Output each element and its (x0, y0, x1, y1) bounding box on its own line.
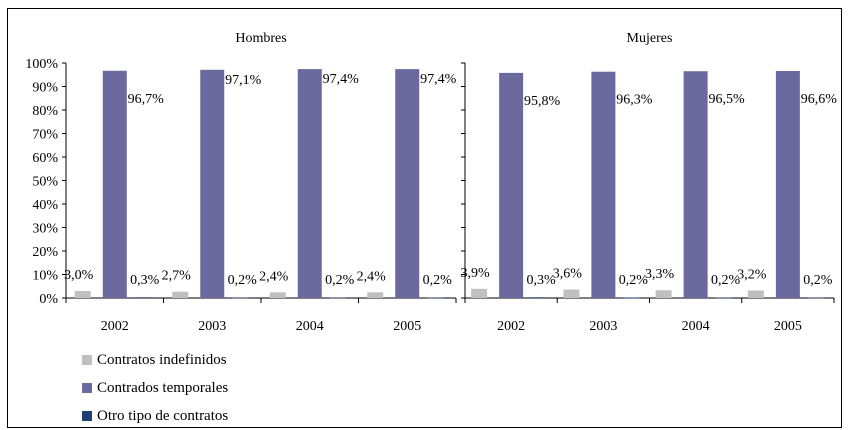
data-label-otro: 0,2% (619, 273, 649, 288)
legend-item-indefinidos: Contratos indefinidos (82, 346, 228, 374)
panel-title-hombres: Hombres (235, 31, 286, 46)
data-label-temporales: 96,3% (616, 93, 653, 108)
bar-indefinidos-mujeres-2005 (747, 290, 764, 298)
data-label-temporales: 97,1% (225, 73, 262, 88)
legend-swatch-temporales (82, 383, 92, 393)
legend-label-otro: Otro tipo de contratos (97, 407, 229, 424)
legend-label-temporales: Contrados temporales (97, 379, 229, 396)
data-label-otro: 0,2% (228, 273, 258, 288)
x-tick-label: 2005 (393, 319, 421, 334)
bar-temporales-mujeres-2005 (775, 70, 800, 299)
y-tick-label: 60% (32, 151, 58, 166)
data-label-temporales: 96,6% (801, 92, 838, 107)
data-label-indefinidos: 3,9% (461, 266, 491, 281)
bar-indefinidos-mujeres-2004 (655, 290, 672, 298)
data-label-otro: 0,2% (711, 273, 741, 288)
x-tick-label: 2005 (774, 319, 802, 334)
data-label-indefinidos: 3,0% (64, 268, 94, 283)
bar-indefinidos-hombres-2003 (172, 291, 189, 298)
bar-temporales-mujeres-2002 (499, 72, 524, 299)
data-label-indefinidos: 3,3% (645, 267, 675, 282)
data-label-otro: 0,3% (527, 273, 557, 288)
data-label-otro: 0,2% (325, 273, 355, 288)
x-tick-label: 2004 (296, 319, 324, 334)
x-tick-label: 2002 (497, 319, 525, 334)
y-tick-label: 70% (32, 128, 58, 143)
y-tick-label: 50% (32, 175, 58, 190)
x-tick-label: 2004 (682, 319, 710, 334)
y-tick-label: 30% (32, 222, 58, 237)
legend-swatch-otro (82, 411, 92, 421)
bar-temporales-hombres-2004 (297, 69, 322, 298)
bar-otro-mujeres-2003 (623, 297, 640, 299)
bar-indefinidos-hombres-2004 (269, 292, 286, 298)
bar-indefinidos-hombres-2002 (74, 290, 91, 298)
data-label-indefinidos: 2,4% (357, 269, 387, 284)
y-tick-label: 40% (32, 198, 58, 213)
bar-temporales-hombres-2003 (200, 69, 225, 298)
bar-otro-hombres-2003 (232, 297, 249, 299)
bar-otro-mujeres-2004 (715, 297, 732, 299)
bar-indefinidos-mujeres-2002 (471, 288, 488, 298)
legend-label-indefinidos: Contratos indefinidos (97, 351, 227, 368)
y-tick-label: 90% (32, 81, 58, 96)
y-tick-label: 20% (32, 245, 58, 260)
legend-item-temporales: Contrados temporales (82, 374, 228, 402)
panel-title-mujeres: Mujeres (627, 31, 673, 46)
data-label-temporales: 95,8% (524, 94, 561, 109)
y-tick-label: 10% (32, 269, 58, 284)
bar-temporales-hombres-2002 (102, 70, 127, 298)
data-label-temporales: 97,4% (420, 72, 457, 87)
data-label-indefinidos: 3,6% (553, 267, 583, 282)
bar-otro-hombres-2004 (329, 297, 346, 299)
chart-legend: Contratos indefinidos Contrados temporal… (82, 346, 228, 430)
data-label-otro: 0,3% (130, 273, 160, 288)
data-label-indefinidos: 2,4% (259, 269, 289, 284)
legend-item-otro: Otro tipo de contratos (82, 402, 228, 430)
legend-swatch-indefinidos (82, 355, 92, 365)
bar-temporales-hombres-2005 (395, 69, 420, 298)
bar-temporales-mujeres-2003 (591, 71, 616, 298)
y-tick-label: 0% (39, 292, 58, 307)
bar-otro-hombres-2002 (134, 297, 151, 299)
y-tick-label: 80% (32, 104, 58, 119)
data-label-temporales: 96,7% (128, 92, 165, 107)
y-tick-label: 100% (25, 57, 58, 72)
bar-otro-hombres-2005 (427, 297, 444, 299)
bar-otro-mujeres-2002 (531, 297, 548, 299)
x-tick-label: 2002 (101, 319, 129, 334)
bar-indefinidos-mujeres-2003 (563, 289, 580, 298)
data-label-temporales: 96,5% (709, 92, 746, 107)
data-label-otro: 0,2% (423, 273, 453, 288)
x-tick-label: 2003 (198, 319, 226, 334)
data-label-temporales: 97,4% (323, 72, 360, 87)
data-label-indefinidos: 2,7% (162, 269, 192, 284)
x-tick-label: 2003 (589, 319, 617, 334)
data-label-otro: 0,2% (803, 273, 833, 288)
bar-otro-mujeres-2005 (807, 297, 824, 299)
bar-temporales-mujeres-2004 (683, 71, 708, 298)
bar-indefinidos-hombres-2005 (367, 292, 384, 298)
data-label-indefinidos: 3,2% (737, 267, 767, 282)
